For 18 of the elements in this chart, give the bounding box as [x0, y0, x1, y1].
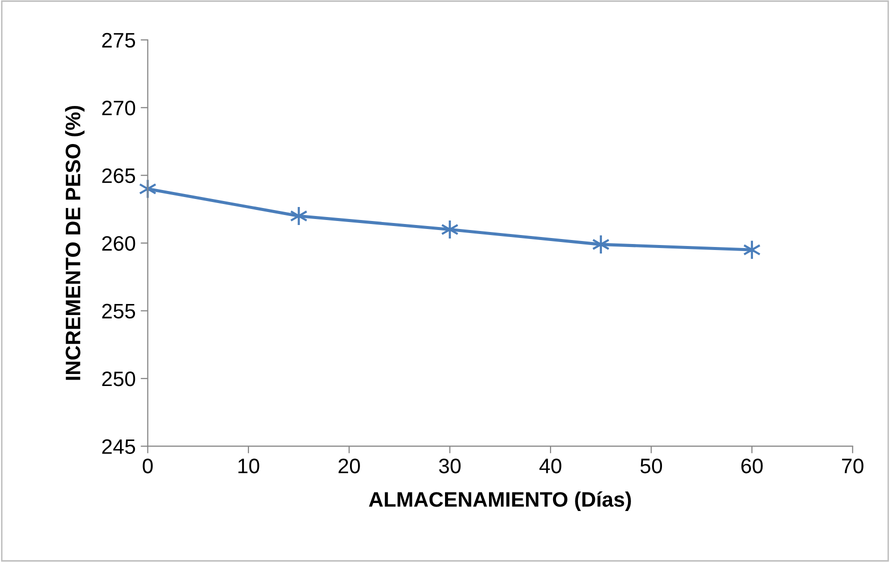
y-tick-label: 270	[102, 100, 136, 116]
point	[290, 206, 308, 226]
x-tick-label: 60	[741, 458, 763, 474]
x-tick-label: 10	[238, 458, 260, 474]
x-tick-label: 20	[338, 458, 360, 474]
y-tick-label: 250	[102, 372, 136, 386]
x-axis-title: ALMACENAMIENTO (Días)	[368, 491, 631, 511]
y-tick-label: 255	[102, 304, 136, 319]
x-tick-label: 70	[842, 458, 864, 474]
y-axis-title: INCREMENTO DE PESO (%)	[65, 106, 85, 380]
y-tick-label: 265	[102, 168, 136, 184]
y-tick-label: 275	[102, 32, 136, 48]
y-tick-label: 245	[102, 439, 136, 454]
x-tick-label: 50	[640, 458, 662, 474]
x-tick-label: 40	[539, 458, 562, 474]
x-tick-label: 30	[439, 458, 461, 474]
x-tick-label: 0	[142, 458, 153, 474]
y-tick-label: 260	[102, 236, 136, 251]
